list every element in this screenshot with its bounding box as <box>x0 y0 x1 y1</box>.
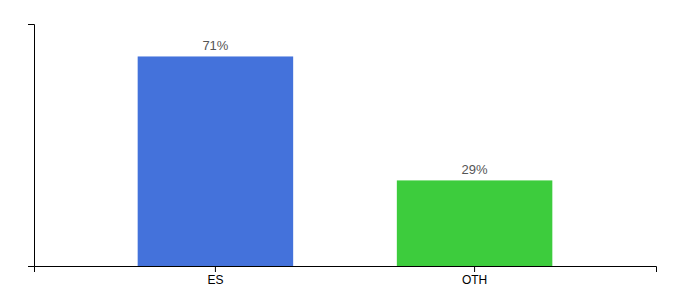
bar <box>397 180 553 266</box>
chart-container: ES OTH 71% 29% <box>0 0 680 300</box>
x-tick-label: ES <box>207 273 223 287</box>
x-tick: OTH <box>462 266 487 287</box>
data-label: 71% <box>202 38 228 53</box>
y-axis-line <box>28 25 35 267</box>
data-labels: 71% 29% <box>202 38 488 177</box>
x-axis: ES OTH <box>35 266 657 287</box>
bar <box>138 56 294 266</box>
x-tick: ES <box>207 266 223 287</box>
x-tick-mark <box>215 266 216 272</box>
plot: ES OTH 71% 29% <box>28 25 657 287</box>
bars <box>138 56 553 266</box>
x-tick-mark <box>474 266 475 272</box>
data-label: 29% <box>462 162 488 177</box>
x-axis-line <box>35 267 657 273</box>
x-tick-label: OTH <box>462 273 487 287</box>
y-axis <box>28 25 35 267</box>
chart-svg: ES OTH 71% 29% <box>0 0 680 300</box>
